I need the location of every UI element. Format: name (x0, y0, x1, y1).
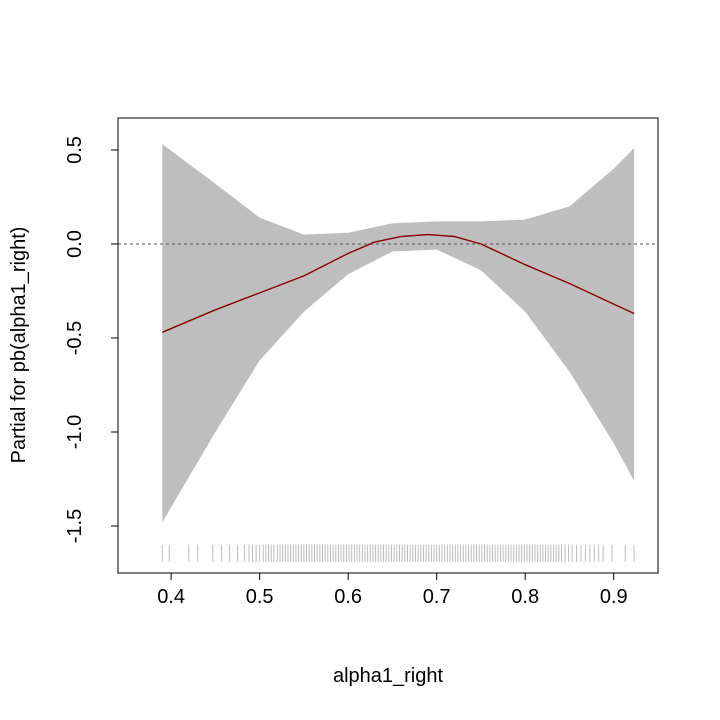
x-axis: 0.4 0.5 0.6 0.7 0.8 0.9 (157, 572, 628, 608)
y-tick-label: -1.0 (64, 415, 86, 449)
x-tick-label: 0.7 (423, 586, 451, 608)
y-tick-label: 0.0 (64, 230, 86, 258)
y-tick-label: -0.5 (64, 321, 86, 355)
fitted-line-layer (162, 233, 635, 333)
x-tick-label: 0.8 (511, 586, 539, 608)
x-tick-label: 0.5 (246, 586, 274, 608)
y-axis: 0.5 0.0 -0.5 -1.0 -1.5 (64, 136, 119, 543)
x-tick-label: 0.4 (157, 586, 185, 608)
x-tick-label: 0.9 (600, 586, 628, 608)
y-tick-label: -1.5 (64, 509, 86, 543)
x-tick-label: 0.6 (334, 586, 362, 608)
confidence-band (162, 144, 635, 523)
y-axis-label: Partial for pb(alpha1_right) (8, 227, 30, 464)
confidence-band-layer (162, 144, 635, 523)
y-tick-label: 0.5 (64, 136, 86, 164)
x-axis-label: alpha1_right (333, 665, 444, 687)
fitted-smooth-line (162, 233, 635, 333)
rug-layer (161, 544, 635, 562)
